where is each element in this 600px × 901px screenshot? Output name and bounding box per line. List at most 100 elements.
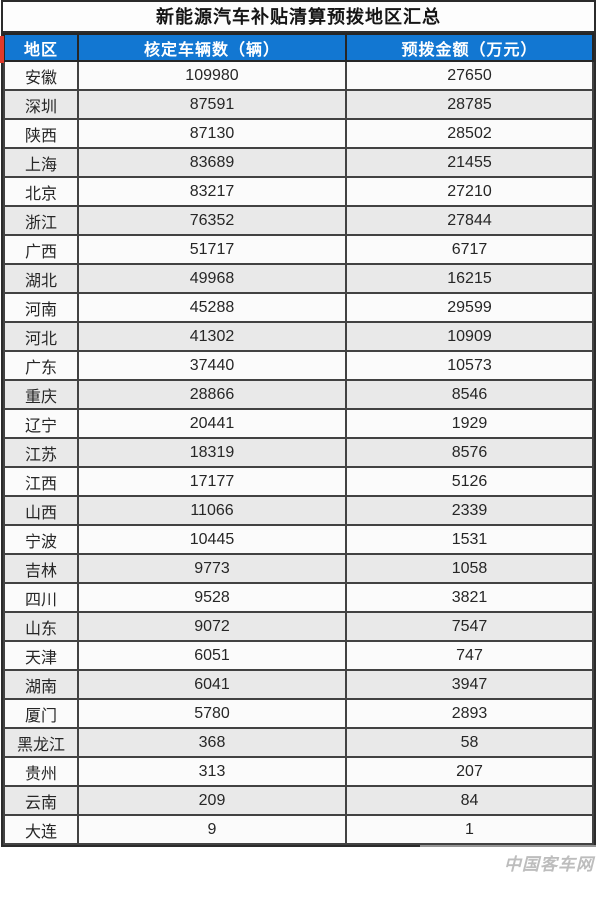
table-row: 天津 6051 747	[3, 640, 594, 671]
amount-cell: 5126	[345, 466, 594, 497]
table-row: 江苏 18319 8576	[3, 437, 594, 468]
amount-cell: 2339	[345, 495, 594, 526]
region-cell: 广西	[3, 234, 79, 265]
region-cell: 河北	[3, 321, 79, 352]
amount-cell: 28502	[345, 118, 594, 149]
amount-cell: 1531	[345, 524, 594, 555]
vehicles-cell: 6041	[77, 669, 347, 700]
vehicles-cell: 49968	[77, 263, 347, 294]
region-cell: 贵州	[3, 756, 79, 787]
watermark-overlay	[420, 845, 597, 875]
table-row: 重庆 28866 8546	[3, 379, 594, 410]
watermark-text: 中国客车网	[504, 855, 594, 874]
subsidy-table-container: 新能源汽车补贴清算预拨地区汇总 地区 核定车辆数（辆） 预拨金额（万元） 安徽 1…	[1, 0, 596, 847]
region-cell: 吉林	[3, 553, 79, 584]
table-row: 上海 83689 21455	[3, 147, 594, 178]
amount-cell: 29599	[345, 292, 594, 323]
red-edge-marker	[0, 36, 4, 63]
amount-cell: 1	[345, 814, 594, 845]
column-header-vehicles: 核定车辆数（辆）	[77, 33, 347, 62]
table-row: 深圳 87591 28785	[3, 89, 594, 120]
region-cell: 浙江	[3, 205, 79, 236]
table-row: 安徽 109980 27650	[3, 60, 594, 91]
vehicles-cell: 20441	[77, 408, 347, 439]
table-row: 厦门 5780 2893	[3, 698, 594, 729]
header-row: 地区 核定车辆数（辆） 预拨金额（万元）	[3, 33, 594, 62]
region-cell: 江西	[3, 466, 79, 497]
region-cell: 陕西	[3, 118, 79, 149]
page-title: 新能源汽车补贴清算预拨地区汇总	[3, 2, 594, 33]
region-cell: 宁波	[3, 524, 79, 555]
region-cell: 江苏	[3, 437, 79, 468]
vehicles-cell: 76352	[77, 205, 347, 236]
vehicles-cell: 109980	[77, 60, 347, 91]
region-cell: 湖北	[3, 263, 79, 294]
region-cell: 河南	[3, 292, 79, 323]
amount-cell: 27210	[345, 176, 594, 207]
table-row: 湖南 6041 3947	[3, 669, 594, 700]
vehicles-cell: 10445	[77, 524, 347, 555]
amount-cell: 3821	[345, 582, 594, 613]
vehicles-cell: 28866	[77, 379, 347, 410]
amount-cell: 8546	[345, 379, 594, 410]
table-row: 江西 17177 5126	[3, 466, 594, 497]
amount-cell: 28785	[345, 89, 594, 120]
amount-cell: 1058	[345, 553, 594, 584]
amount-cell: 27650	[345, 60, 594, 91]
vehicles-cell: 9072	[77, 611, 347, 642]
vehicles-cell: 83217	[77, 176, 347, 207]
table-row: 辽宁 20441 1929	[3, 408, 594, 439]
region-cell: 四川	[3, 582, 79, 613]
region-cell: 广东	[3, 350, 79, 381]
table-row: 河北 41302 10909	[3, 321, 594, 352]
table-row: 陕西 87130 28502	[3, 118, 594, 149]
column-header-amount: 预拨金额（万元）	[345, 33, 594, 62]
vehicles-cell: 37440	[77, 350, 347, 381]
region-cell: 山东	[3, 611, 79, 642]
table-row: 浙江 76352 27844	[3, 205, 594, 236]
table-row: 河南 45288 29599	[3, 292, 594, 323]
watermark-logo-icon	[438, 849, 470, 869]
amount-cell: 58	[345, 727, 594, 758]
region-cell: 大连	[3, 814, 79, 845]
amount-cell: 6717	[345, 234, 594, 265]
column-header-region: 地区	[3, 33, 79, 62]
vehicles-cell: 17177	[77, 466, 347, 497]
amount-cell: 16215	[345, 263, 594, 294]
vehicles-cell: 41302	[77, 321, 347, 352]
region-cell: 上海	[3, 147, 79, 178]
table-body: 安徽 109980 27650 深圳 87591 28785 陕西 87130 28502 上海 8…	[3, 60, 594, 845]
amount-cell: 747	[345, 640, 594, 671]
table-row: 山东 9072 7547	[3, 611, 594, 642]
vehicles-cell: 368	[77, 727, 347, 758]
table-row: 贵州 313 207	[3, 756, 594, 787]
vehicles-cell: 209	[77, 785, 347, 816]
vehicles-cell: 51717	[77, 234, 347, 265]
vehicles-cell: 9773	[77, 553, 347, 584]
table-row: 广东 37440 10573	[3, 350, 594, 381]
vehicles-cell: 87130	[77, 118, 347, 149]
region-cell: 湖南	[3, 669, 79, 700]
subsidy-table: 地区 核定车辆数（辆） 预拨金额（万元） 安徽 109980 27650 深圳 8759…	[3, 33, 594, 845]
table-row: 湖北 49968 16215	[3, 263, 594, 294]
vehicles-cell: 83689	[77, 147, 347, 178]
amount-cell: 8576	[345, 437, 594, 468]
vehicles-cell: 313	[77, 756, 347, 787]
vehicles-cell: 87591	[77, 89, 347, 120]
vehicles-cell: 18319	[77, 437, 347, 468]
region-cell: 辽宁	[3, 408, 79, 439]
table-row: 四川 9528 3821	[3, 582, 594, 613]
region-cell: 北京	[3, 176, 79, 207]
table-row: 云南 209 84	[3, 785, 594, 816]
amount-cell: 7547	[345, 611, 594, 642]
amount-cell: 21455	[345, 147, 594, 178]
region-cell: 云南	[3, 785, 79, 816]
amount-cell: 27844	[345, 205, 594, 236]
table-row: 广西 51717 6717	[3, 234, 594, 265]
vehicles-cell: 11066	[77, 495, 347, 526]
vehicles-cell: 9	[77, 814, 347, 845]
vehicles-cell: 45288	[77, 292, 347, 323]
region-cell: 厦门	[3, 698, 79, 729]
table-row: 山西 11066 2339	[3, 495, 594, 526]
vehicles-cell: 6051	[77, 640, 347, 671]
